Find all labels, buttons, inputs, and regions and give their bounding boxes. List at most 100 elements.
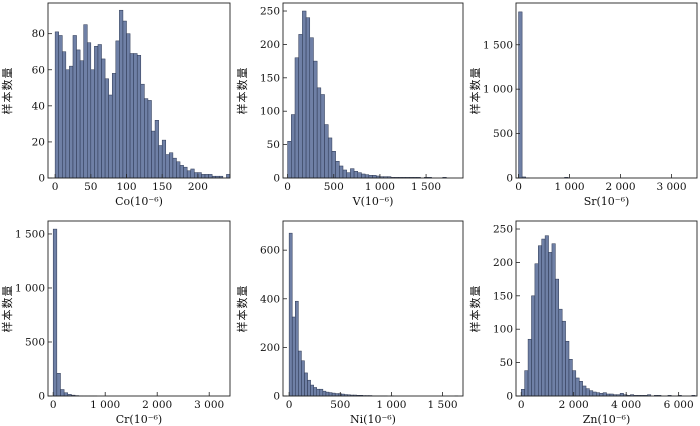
y-tick-label: 1 000 [483, 84, 513, 96]
histogram-bar [140, 83, 145, 179]
histogram-bar [172, 157, 177, 179]
histogram-bar [291, 316, 296, 397]
histogram-bar [197, 172, 202, 179]
histogram-bar [548, 252, 553, 397]
y-tick-label: 150 [493, 290, 513, 302]
x-tick-label: 2 000 [559, 399, 589, 411]
histogram-bar [544, 235, 549, 397]
histogram-bar [176, 161, 181, 179]
plot-frame [515, 220, 698, 397]
x-axis-label: Cr(10⁻⁶) [116, 413, 162, 426]
histogram-bar [585, 388, 590, 397]
x-axis-label: Sr(10⁻⁶) [584, 195, 630, 208]
histogram-bar [161, 139, 167, 179]
histogram-bar [324, 124, 329, 179]
histogram-bar [186, 170, 191, 179]
histogram-bar [578, 381, 583, 397]
y-tick-label: 100 [493, 324, 513, 336]
y-tick-label: 1 500 [483, 39, 513, 51]
y-tick-label: 50 [267, 139, 280, 151]
y-tick-label: 250 [260, 6, 280, 18]
histogram-bar [298, 34, 303, 179]
histogram-cr: 0 1 000 2 000 3 000 0 500 1 000 1 500 Cr(10⁻⁶) 样本… [0, 220, 231, 426]
histogram-bar [179, 165, 184, 179]
histogram-bar [596, 392, 600, 397]
histogram-bar [129, 53, 134, 179]
histogram-bar [335, 161, 340, 179]
histogram-ni: 0 500 1 000 1 500 0 200 400 600 Ni(10⁻⁶) 样本数量 [235, 220, 464, 426]
x-tick-label: 1 000 [376, 399, 406, 411]
histogram-bar [126, 33, 131, 179]
y-tick-label: 500 [493, 128, 513, 140]
histogram-bar [294, 57, 299, 179]
histogram-bar [327, 137, 333, 179]
histogram-bar [309, 37, 314, 179]
y-tick-label: 0 [38, 173, 45, 185]
x-tick-label: 100 [116, 181, 136, 193]
histogram-bar [322, 390, 327, 397]
histogram-bar [346, 172, 351, 179]
histogram-bar [133, 53, 138, 179]
y-tick-label: 150 [260, 72, 280, 84]
histogram-bar [541, 238, 546, 397]
y-axis-label: 样本数量 [0, 285, 14, 333]
y-axis-label: 样本数量 [468, 285, 482, 333]
histogram-bar [325, 391, 330, 397]
histogram-bar [101, 58, 106, 179]
histogram-bar [538, 245, 542, 397]
histogram-bar [592, 391, 597, 397]
histogram-bar [361, 173, 366, 179]
histogram-bar [97, 44, 102, 179]
histogram-bar [83, 24, 88, 179]
histogram-v: 0 500 1 000 1 500 0 50 100 150 200 250 V(10⁻⁶) 样本数量 [235, 2, 569, 208]
x-tick-label: 1 500 [428, 399, 458, 411]
histogram-bar [79, 60, 84, 179]
histogram-bar [119, 9, 124, 179]
histogram-bar [331, 151, 336, 179]
histogram-bar [69, 65, 74, 179]
histogram-bar [208, 174, 213, 179]
histogram-bar [226, 174, 231, 179]
histogram-bar [136, 55, 142, 179]
histogram-bar [524, 370, 529, 397]
x-tick-label: 0 [515, 181, 522, 193]
y-tick-label: 80 [32, 28, 45, 40]
histogram-bar [307, 379, 311, 397]
histogram-bar [147, 100, 152, 179]
y-tick-label: 1 000 [15, 282, 45, 294]
y-tick-label: 200 [260, 342, 280, 354]
histogram-bar [534, 263, 539, 397]
histogram-bar [295, 300, 299, 397]
histogram-bar [63, 392, 69, 397]
histogram-bar [65, 69, 70, 179]
y-tick-label: 0 [273, 391, 280, 403]
histogram-bar [72, 35, 77, 179]
histogram-bar [298, 350, 302, 397]
x-tick-label: 50 [84, 181, 97, 193]
histogram-bar [531, 295, 536, 397]
y-tick-label: 600 [260, 245, 280, 257]
x-axis-label: V(10⁻⁶) [352, 195, 394, 208]
histogram-bar [353, 171, 359, 179]
x-tick-label: 1 000 [90, 399, 120, 411]
histogram-bar [328, 392, 333, 397]
plot-frame [282, 2, 464, 179]
histogram-zn: 0 2 000 4 000 6 000 0 50 100 150 200 250 Zn(10⁻⁶) 样… [468, 220, 698, 426]
x-tick-label: 2 000 [605, 181, 635, 193]
y-tick-label: 200 [493, 257, 513, 269]
histogram-bar [320, 94, 325, 179]
x-tick-label: 4 000 [611, 399, 641, 411]
plot-frame [515, 2, 698, 179]
histogram-bar [555, 278, 560, 397]
histogram-bar [76, 49, 81, 179]
x-tick-label: 0 [50, 399, 57, 411]
histogram-bar [364, 174, 370, 179]
histogram-bar [287, 141, 292, 179]
histogram-bar [122, 20, 127, 179]
histogram-bar [52, 228, 58, 397]
histogram-bar [602, 392, 607, 397]
x-tick-label: 150 [152, 181, 172, 193]
y-tick-label: 50 [500, 357, 513, 369]
y-tick-label: 200 [260, 39, 280, 51]
histogram-bar [342, 169, 347, 179]
